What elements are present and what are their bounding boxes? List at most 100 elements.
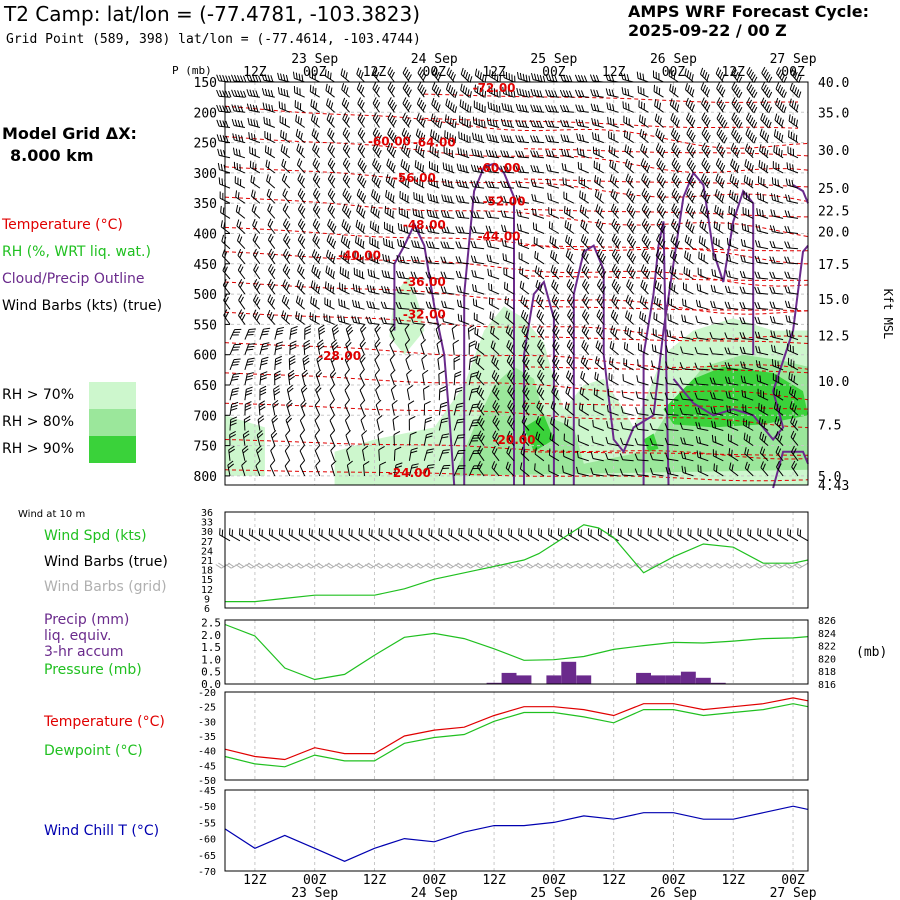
wind-barb [253,263,261,280]
wind-barb [301,369,309,386]
wind-barb [263,116,275,128]
barb-feather [241,135,244,143]
wind-barb [251,204,261,219]
barb-feather [301,369,308,375]
barb-feather [303,360,310,366]
barb-feather [267,218,272,226]
barb-feather [246,348,254,351]
barb-feather [310,99,313,106]
wind-barb [297,188,306,204]
rh-70-area [389,275,425,355]
barb-feather [299,103,302,110]
barb-feather [246,334,254,336]
barb-feather [278,101,281,109]
barb-feather [259,385,267,390]
barb-staff [257,419,261,431]
barb-feather [269,220,274,228]
wind-barb [295,114,305,128]
wind-barb [280,144,291,159]
wind-barb [281,294,291,310]
barb-feather [285,414,291,421]
barb-feather [314,220,319,228]
barb-feather [281,294,286,302]
barb-feather [267,161,271,169]
barb-feather [268,263,273,271]
barb-feather [300,268,305,276]
barb-feather [299,445,305,452]
wind-barb [312,188,321,204]
barb-feather [251,133,253,140]
wind-barb [293,85,305,98]
barb-staff [267,224,276,234]
barb-feather [283,297,288,304]
wind-barb [236,234,246,250]
wind-barb [267,203,276,219]
wind-barb [231,89,247,98]
barb-feather [231,364,239,366]
wind-barb [272,400,279,416]
barb-feather [220,205,222,213]
barb-feather [299,220,304,228]
barb-feather [252,74,256,82]
isotherm-contour [523,148,809,157]
wind-barb [235,190,246,204]
wind-barb [231,74,247,83]
barb-feather [269,236,274,243]
barb-feather [238,309,243,316]
wind-barb [244,386,253,401]
barb-feather [256,299,261,306]
barb-feather [240,90,244,98]
barb-feather [266,174,269,181]
barb-feather [274,376,281,381]
barb-feather [247,372,254,375]
barb-staff [296,164,306,174]
barb-feather [256,283,261,291]
barb-feather [219,90,223,97]
rh-legend-90-label: RH > 90% [2,441,75,457]
barb-feather [231,401,239,405]
barb-feather [313,130,317,138]
barb-feather [253,119,256,127]
barb-feather [300,132,303,140]
barb-feather [299,266,303,274]
barb-feather [233,147,235,155]
barb-feather [220,220,223,227]
pressure-label: Pressure (mb) [44,662,142,678]
wind-barb [270,445,276,461]
barb-staff [270,450,276,461]
wind-barb [246,89,260,98]
barb-feather [239,179,242,186]
barb-feather [236,234,241,241]
barb-feather [282,218,288,225]
wind-barb [311,249,322,265]
wind-barb [284,460,291,477]
barb-staff [222,255,231,265]
barb-feather [231,390,239,393]
barb-feather [267,203,271,211]
barb-staff [300,404,306,416]
wind-barb [244,372,254,386]
dewpoint-label: Dewpoint (°C) [44,743,143,759]
barb-staff [378,449,380,461]
barb-feather [301,192,306,200]
barb-feather [225,105,229,113]
wind-barb [238,309,246,325]
barb-feather [301,223,306,230]
barb-staff [267,239,276,249]
barb-feather [228,448,235,454]
barb-feather [237,192,240,199]
barb-feather [243,433,250,439]
barb-feather [235,204,239,212]
barb-feather [232,375,240,378]
barb-feather [636,71,639,79]
wind-barb [252,218,261,234]
barb-feather [264,88,268,96]
barb-feather [299,251,304,258]
barb-feather [270,314,275,321]
barb-feather [231,118,235,126]
barb-feather [234,104,238,112]
barb-feather [230,407,238,411]
isotherm-contour [224,226,809,265]
wind-barb [266,309,276,325]
barb-feather [314,190,319,197]
